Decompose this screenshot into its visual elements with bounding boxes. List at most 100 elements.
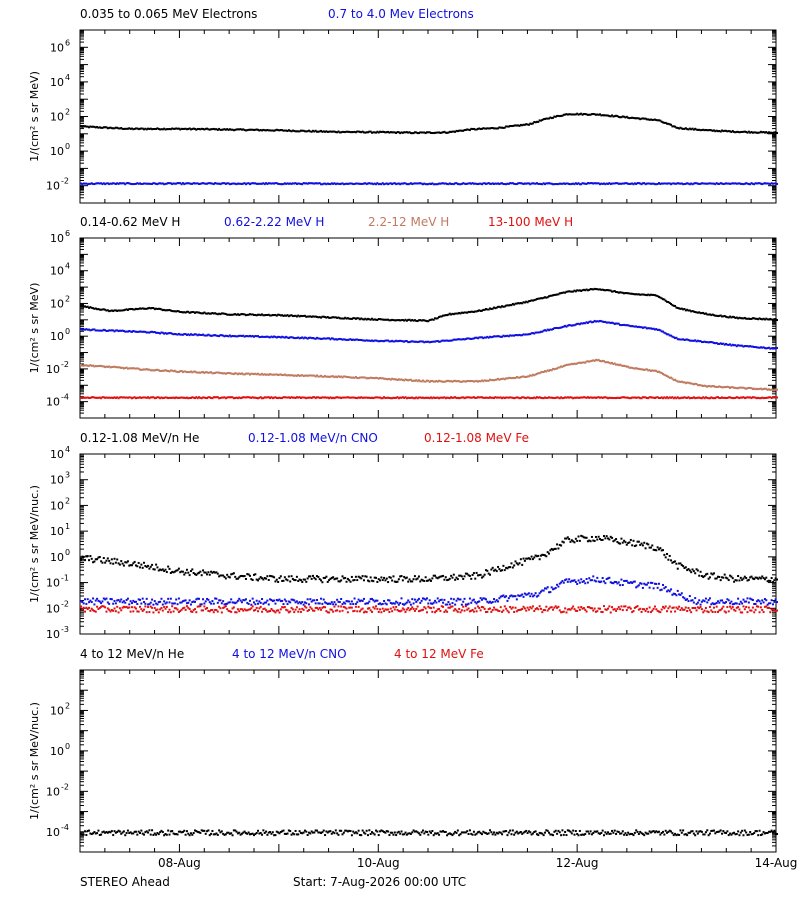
data-point <box>397 319 400 322</box>
data-point <box>97 365 100 368</box>
data-point <box>666 333 669 336</box>
data-point <box>557 547 560 550</box>
data-point <box>224 128 227 131</box>
data-point <box>770 577 773 580</box>
data-point <box>662 298 665 301</box>
data-point <box>96 605 99 608</box>
data-point <box>600 320 603 323</box>
data-point <box>210 371 213 374</box>
data-point <box>464 128 467 131</box>
data-point <box>716 600 719 603</box>
data-point <box>102 126 105 129</box>
data-point <box>758 131 761 134</box>
data-point <box>722 601 725 604</box>
data-point <box>407 396 410 399</box>
data-point <box>721 315 724 318</box>
data-point <box>259 128 262 131</box>
data-point <box>211 571 214 574</box>
data-point <box>478 396 481 399</box>
data-point <box>383 340 386 343</box>
data-point <box>328 130 331 133</box>
data-point <box>408 378 411 381</box>
data-point <box>761 318 764 321</box>
data-point <box>333 397 336 400</box>
data-point <box>416 577 419 580</box>
data-point <box>400 575 403 578</box>
data-point <box>324 601 327 604</box>
data-point <box>716 385 719 388</box>
data-point <box>476 309 479 312</box>
data-point <box>297 580 300 583</box>
data-point <box>464 338 467 341</box>
data-point <box>629 538 632 541</box>
data-point <box>502 564 505 567</box>
data-point <box>609 289 612 292</box>
data-point <box>750 317 753 320</box>
data-point <box>767 131 770 134</box>
data-point <box>589 540 592 543</box>
data-point <box>671 182 674 185</box>
data-point <box>613 397 616 400</box>
data-point <box>90 306 93 309</box>
data-point <box>700 397 703 400</box>
data-point <box>466 379 469 382</box>
data-point <box>265 577 268 580</box>
data-point <box>397 603 400 606</box>
data-point <box>482 597 485 600</box>
data-point <box>428 599 431 602</box>
data-point <box>765 347 768 350</box>
data-point <box>371 339 374 342</box>
data-point <box>102 308 105 311</box>
data-point <box>541 370 544 373</box>
data-point <box>352 338 355 341</box>
data-point <box>431 602 434 605</box>
data-point <box>552 396 555 399</box>
data-point <box>472 127 475 130</box>
data-point <box>462 600 465 603</box>
data-point <box>113 330 116 333</box>
data-point <box>511 595 514 598</box>
data-point <box>147 605 150 608</box>
data-point <box>739 182 742 185</box>
data-point <box>581 396 584 399</box>
data-point <box>745 600 748 603</box>
data-point <box>632 117 635 120</box>
data-point <box>303 314 306 317</box>
data-point <box>460 380 463 383</box>
data-point <box>395 319 398 322</box>
data-point <box>510 396 513 399</box>
data-point <box>487 601 490 604</box>
data-point <box>385 378 388 381</box>
data-point <box>223 396 226 399</box>
data-point <box>274 313 277 316</box>
data-point <box>645 118 648 121</box>
data-point <box>294 337 297 340</box>
data-point <box>620 537 623 540</box>
data-point <box>544 183 546 186</box>
data-point <box>337 600 340 603</box>
data-point <box>136 367 139 370</box>
data-point <box>759 577 762 580</box>
data-point <box>172 396 175 399</box>
data-point <box>623 539 626 542</box>
data-point <box>468 129 471 132</box>
data-point <box>159 369 162 372</box>
data-point <box>393 131 396 134</box>
data-point <box>428 131 431 134</box>
data-point <box>314 315 317 318</box>
data-point <box>487 572 490 575</box>
data-point <box>247 313 250 316</box>
data-point <box>585 113 588 116</box>
data-point <box>425 131 428 134</box>
data-point <box>538 592 541 595</box>
data-point <box>753 183 756 186</box>
data-point <box>283 576 286 579</box>
data-point <box>526 301 529 304</box>
data-point <box>128 182 131 185</box>
data-point <box>487 379 490 382</box>
data-point <box>507 304 510 307</box>
data-point <box>539 297 542 300</box>
data-point <box>341 130 344 133</box>
panel-1-ytick-exponent: -2 <box>61 177 69 186</box>
data-point <box>655 582 658 585</box>
